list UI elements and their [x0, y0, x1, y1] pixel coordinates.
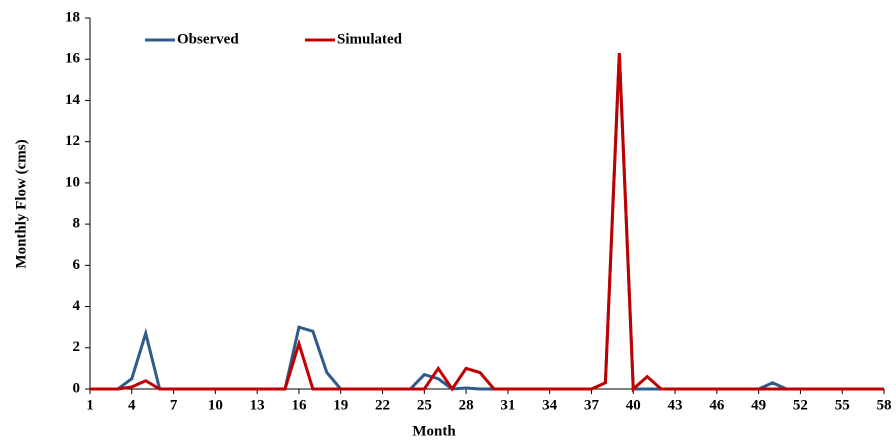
- x-tick-label: 34: [542, 397, 558, 413]
- y-tick-label: 0: [73, 380, 81, 396]
- x-tick-label: 7: [170, 397, 178, 413]
- x-tick-label: 58: [877, 397, 892, 413]
- x-tick-label: 13: [250, 397, 265, 413]
- y-tick-label: 12: [65, 133, 80, 149]
- x-tick-label: 49: [751, 397, 766, 413]
- x-tick-label: 19: [333, 397, 348, 413]
- x-tick-label: 40: [626, 397, 641, 413]
- x-tick-label: 31: [500, 397, 515, 413]
- x-tick-label: 25: [417, 397, 432, 413]
- y-axis-label: Monthly Flow (cms): [13, 139, 29, 268]
- y-tick-label: 6: [73, 257, 81, 273]
- y-tick-label: 10: [65, 174, 80, 190]
- x-axis-label: Month: [412, 423, 456, 439]
- x-tick-label: 22: [375, 397, 390, 413]
- x-tick-label: 4: [128, 397, 136, 413]
- x-tick-label: 10: [208, 397, 223, 413]
- x-tick-label: 52: [793, 397, 808, 413]
- y-tick-label: 14: [65, 92, 81, 108]
- x-tick-label: 46: [709, 397, 725, 413]
- x-tick-label: 43: [668, 397, 683, 413]
- series-line: [90, 52, 884, 391]
- x-tick-label: 28: [459, 397, 474, 413]
- x-tick-label: 55: [835, 397, 850, 413]
- legend-label: Simulated: [337, 31, 403, 47]
- x-tick-label: 16: [291, 397, 307, 413]
- y-tick-label: 2: [73, 339, 81, 355]
- y-tick-label: 16: [65, 51, 81, 67]
- series-line: [90, 52, 884, 393]
- y-tick-label: 4: [73, 298, 81, 314]
- x-tick-label: 37: [584, 397, 600, 413]
- x-tick-label: 1: [86, 397, 94, 413]
- legend-label: Observed: [177, 31, 239, 47]
- y-tick-label: 18: [65, 9, 80, 25]
- y-tick-label: 8: [73, 216, 81, 232]
